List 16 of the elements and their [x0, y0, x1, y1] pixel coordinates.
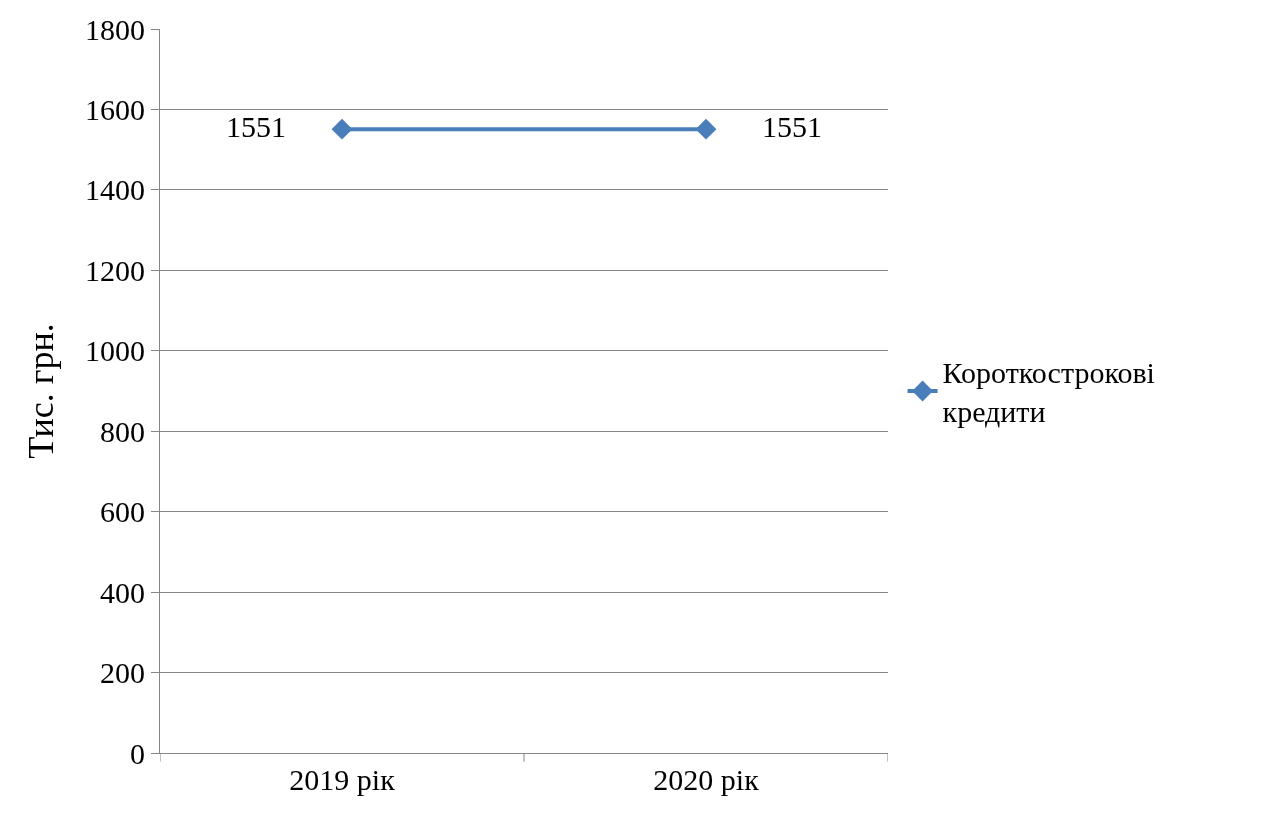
x-tick-label: 2020 рік	[653, 763, 760, 796]
legend-label: Короткострокові кредити	[942, 356, 1155, 429]
x-tick-label: 2019 рік	[289, 763, 396, 796]
y-tick-label: 800	[100, 414, 145, 448]
data-label: 1551	[226, 109, 331, 143]
y-tick-label: 1400	[85, 173, 145, 207]
data-label: 1551	[717, 109, 822, 143]
y-tick-label: 1600	[85, 92, 145, 126]
y-tick-label: 1800	[85, 12, 145, 46]
y-axis-title: Тис. грн.	[20, 323, 61, 459]
y-tick-label: 400	[100, 575, 145, 609]
y-tick-label: 1000	[85, 334, 145, 368]
y-tick-label: 0	[130, 736, 145, 770]
y-tick-label: 200	[100, 656, 145, 690]
y-tick-label: 600	[100, 495, 145, 529]
y-tick-label: 1200	[85, 253, 145, 287]
